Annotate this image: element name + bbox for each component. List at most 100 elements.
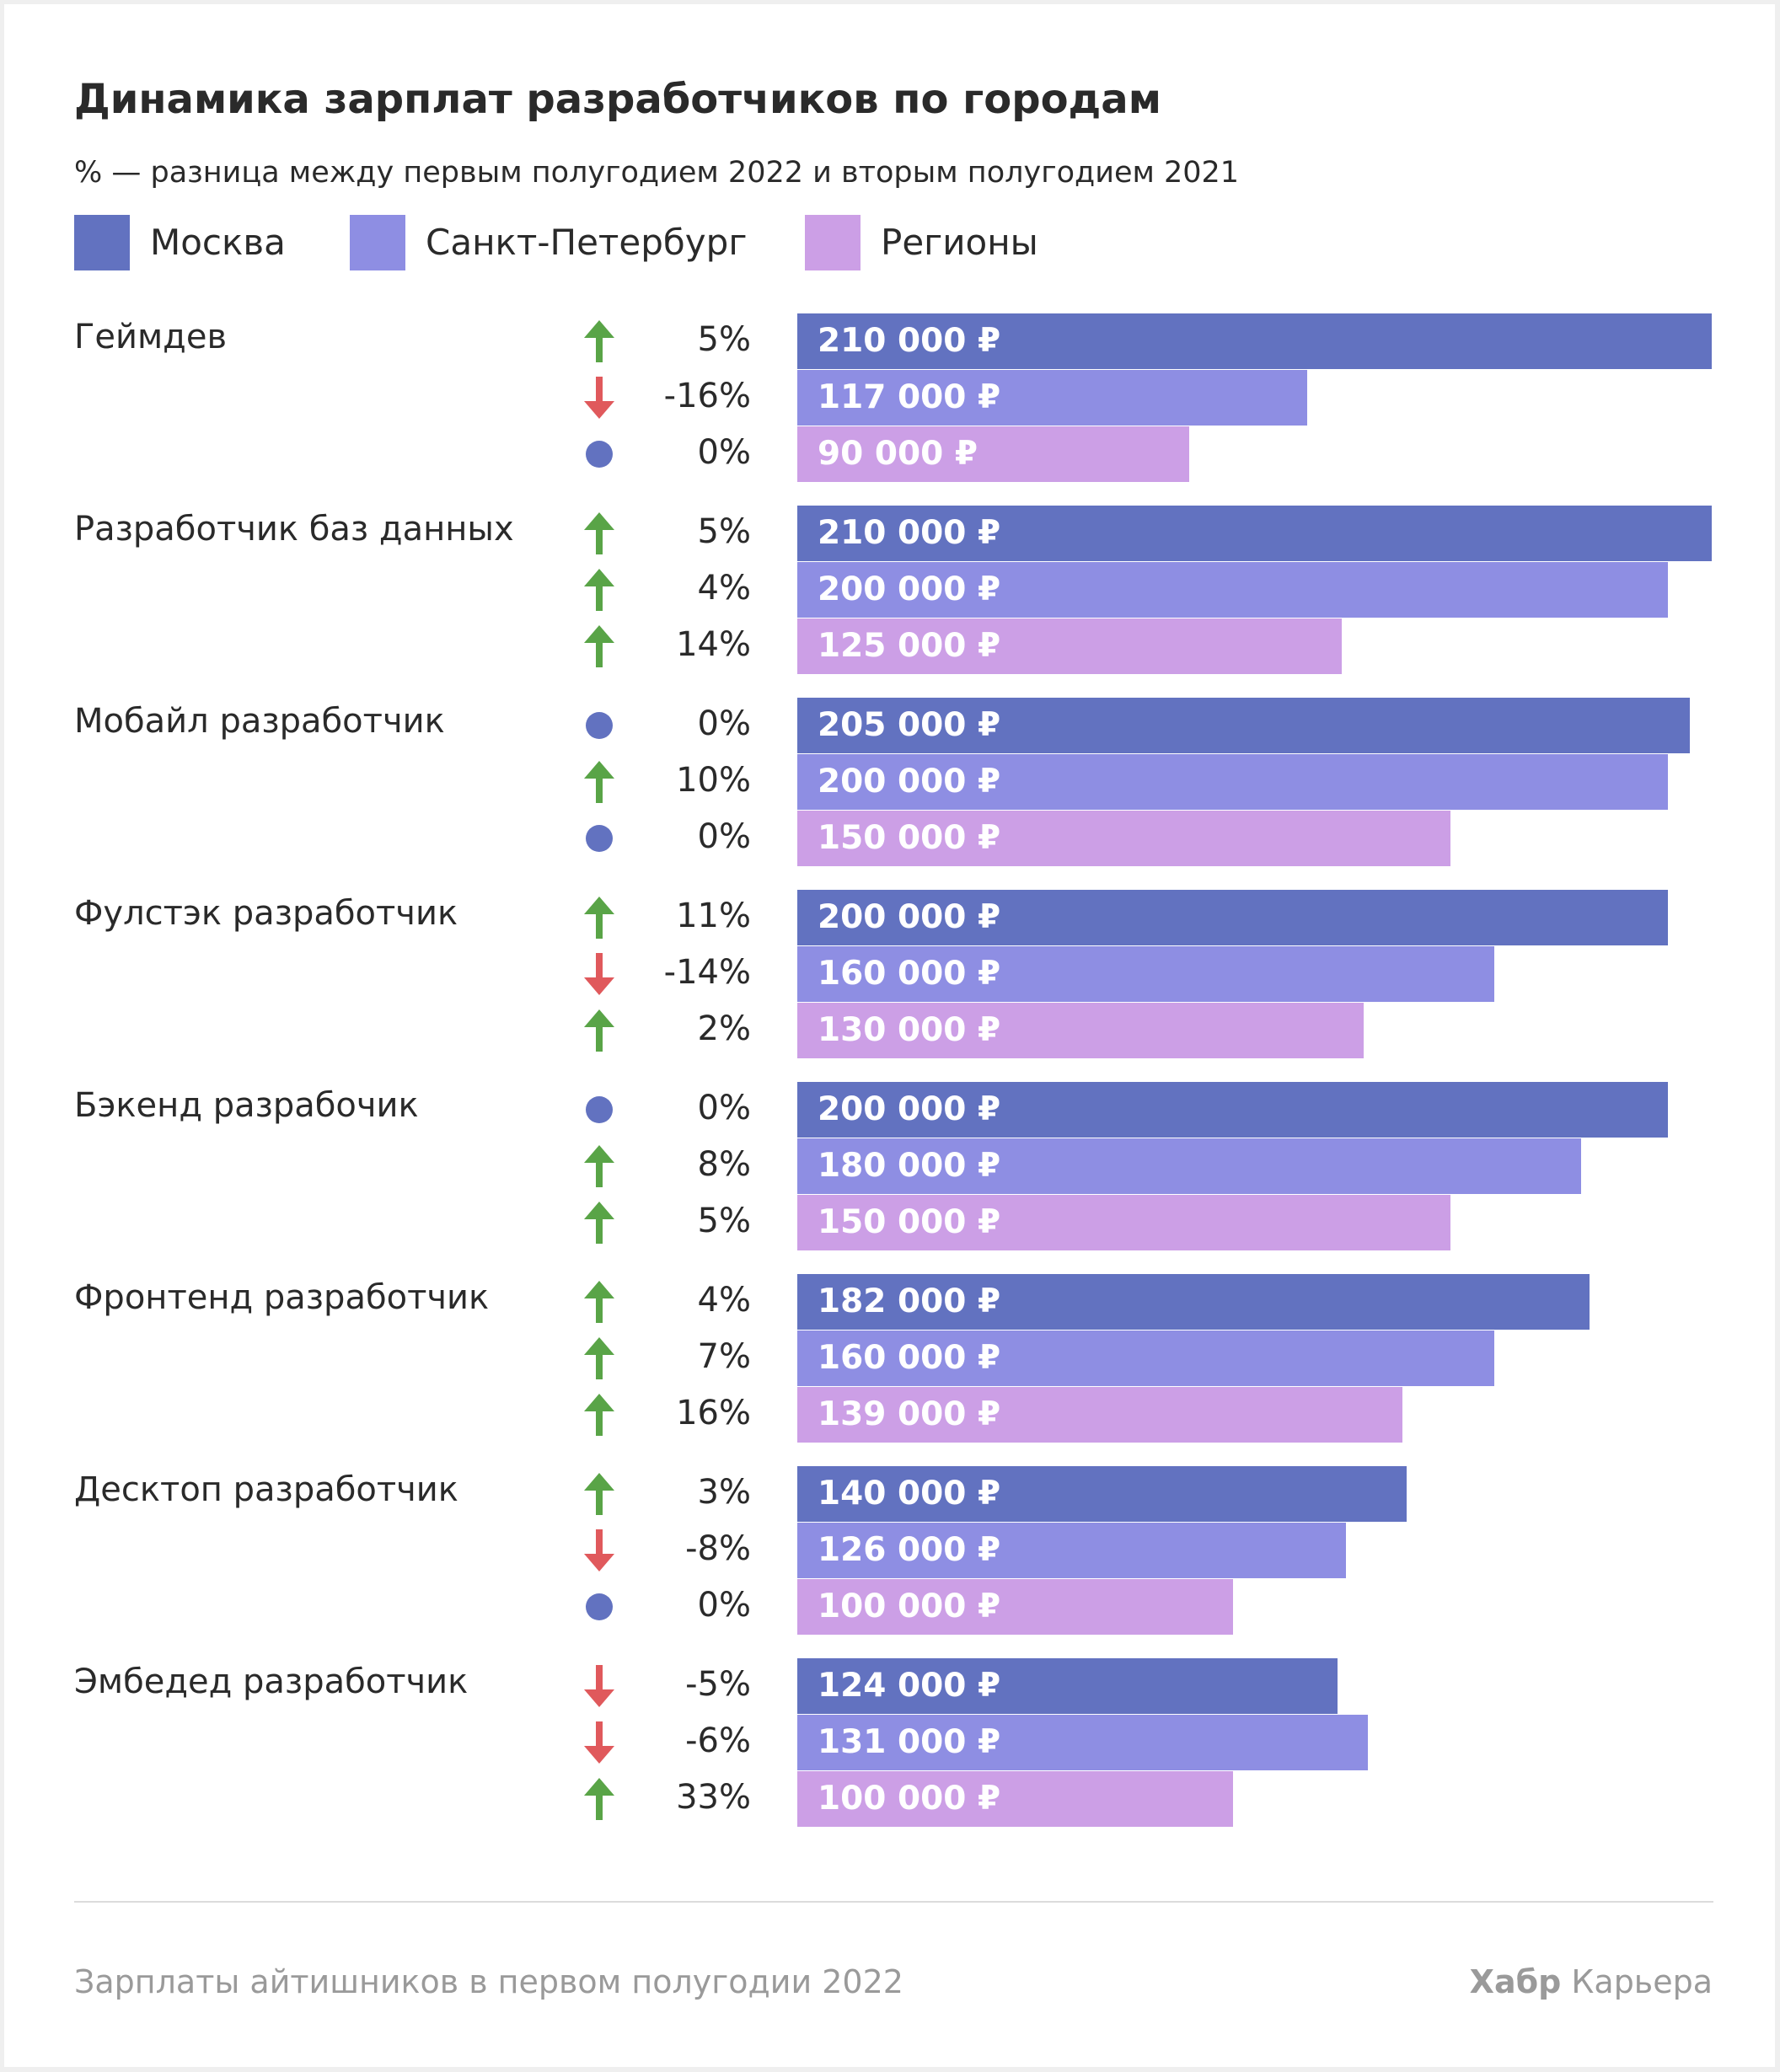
- arrow-up-icon: [581, 566, 618, 613]
- change-percent-label: 14%: [676, 625, 751, 664]
- bar-regions: 90 000 ₽: [797, 426, 1189, 482]
- arrow-up-icon: [581, 1143, 618, 1190]
- category-label: Фронтенд разработчик: [74, 1278, 490, 1317]
- neutral-dot-icon: [581, 431, 618, 478]
- arrow-down-icon: [581, 374, 618, 421]
- bar-value-label: 200 000 ₽: [818, 570, 1001, 608]
- bar-value-label: 150 000 ₽: [818, 1203, 1001, 1241]
- arrow-up-icon: [581, 1470, 618, 1518]
- bar-regions: 150 000 ₽: [797, 1195, 1450, 1250]
- bar-moscow: 200 000 ₽: [797, 890, 1668, 945]
- bar-value-label: 160 000 ₽: [818, 1339, 1001, 1377]
- neutral-dot-icon: [581, 1086, 618, 1133]
- bar-moscow: 140 000 ₽: [797, 1466, 1407, 1522]
- bar-value-label: 180 000 ₽: [818, 1147, 1001, 1185]
- change-percent-label: 2%: [697, 1009, 751, 1048]
- category-label: Эмбедед разработчик: [74, 1662, 469, 1701]
- bar-moscow: 210 000 ₽: [797, 506, 1712, 561]
- change-percent-label: 10%: [676, 761, 751, 800]
- category-label: Десктоп разработчик: [74, 1470, 458, 1509]
- legend-label-regions: Регионы: [881, 222, 1038, 263]
- bar-value-label: 210 000 ₽: [818, 322, 1001, 360]
- change-percent-label: 5%: [697, 1202, 751, 1240]
- bar-regions: 139 000 ₽: [797, 1387, 1402, 1443]
- neutral-dot-icon: [581, 702, 618, 749]
- footer-divider: [74, 1901, 1713, 1903]
- bar-value-label: 200 000 ₽: [818, 763, 1001, 800]
- change-percent-label: 4%: [697, 569, 751, 608]
- change-percent-label: 16%: [676, 1394, 751, 1432]
- chart-card: Динамика зарплат разработчиков по города…: [4, 4, 1775, 2067]
- arrow-up-icon: [581, 623, 618, 670]
- bar-regions: 125 000 ₽: [797, 618, 1342, 674]
- footer-brand-rest: Карьера: [1561, 1963, 1713, 2000]
- bar-value-label: 210 000 ₽: [818, 514, 1001, 552]
- change-percent-label: 7%: [697, 1337, 751, 1376]
- bar-moscow: 210 000 ₽: [797, 313, 1712, 369]
- bar-spb: 117 000 ₽: [797, 370, 1307, 426]
- change-percent-label: -6%: [685, 1721, 751, 1760]
- change-percent-label: 3%: [697, 1473, 751, 1512]
- change-percent-label: 0%: [697, 433, 751, 472]
- change-percent-label: 0%: [697, 817, 751, 856]
- change-percent-label: 5%: [697, 320, 751, 359]
- footer-brand: Хабр Карьера: [1470, 1963, 1713, 2000]
- chart-title: Динамика зарплат разработчиков по города…: [74, 76, 1161, 123]
- bar-moscow: 182 000 ₽: [797, 1274, 1590, 1330]
- arrow-up-icon: [581, 318, 618, 365]
- legend-swatch-spb: [350, 215, 405, 270]
- change-percent-label: -8%: [685, 1529, 751, 1568]
- bar-spb: 200 000 ₽: [797, 754, 1668, 810]
- bar-regions: 100 000 ₽: [797, 1771, 1233, 1827]
- bar-spb: 160 000 ₽: [797, 1330, 1494, 1386]
- bar-value-label: 125 000 ₽: [818, 627, 1001, 665]
- arrow-up-icon: [581, 510, 618, 557]
- neutral-dot-icon: [581, 815, 618, 862]
- arrow-up-icon: [581, 1775, 618, 1823]
- change-percent-label: 0%: [697, 704, 751, 743]
- bar-value-label: 182 000 ₽: [818, 1282, 1001, 1320]
- bar-spb: 180 000 ₽: [797, 1138, 1581, 1194]
- bar-value-label: 139 000 ₽: [818, 1395, 1001, 1433]
- bar-value-label: 130 000 ₽: [818, 1011, 1001, 1049]
- bar-spb: 126 000 ₽: [797, 1523, 1346, 1578]
- change-percent-label: 8%: [697, 1145, 751, 1184]
- bar-value-label: 100 000 ₽: [818, 1587, 1001, 1625]
- bar-value-label: 124 000 ₽: [818, 1667, 1001, 1705]
- arrow-down-icon: [581, 950, 618, 998]
- bar-moscow: 200 000 ₽: [797, 1082, 1668, 1138]
- bar-value-label: 160 000 ₽: [818, 955, 1001, 993]
- arrow-up-icon: [581, 758, 618, 806]
- category-label: Мобайл разработчик: [74, 702, 445, 741]
- bar-value-label: 200 000 ₽: [818, 898, 1001, 936]
- arrow-up-icon: [581, 1335, 618, 1382]
- arrow-down-icon: [581, 1527, 618, 1574]
- legend-swatch-moscow: [74, 215, 130, 270]
- arrow-up-icon: [581, 1391, 618, 1438]
- bar-spb: 200 000 ₽: [797, 562, 1668, 618]
- change-percent-label: 4%: [697, 1281, 751, 1320]
- change-percent-label: 33%: [676, 1778, 751, 1817]
- change-percent-label: 11%: [676, 897, 751, 935]
- legend-swatch-regions: [805, 215, 861, 270]
- bar-value-label: 117 000 ₽: [818, 378, 1001, 416]
- footer-source: Зарплаты айтишников в первом полугодии 2…: [74, 1963, 903, 2000]
- bar-value-label: 200 000 ₽: [818, 1090, 1001, 1128]
- arrow-up-icon: [581, 1199, 618, 1246]
- legend-label-moscow: Москва: [150, 222, 286, 263]
- bar-value-label: 140 000 ₽: [818, 1475, 1001, 1513]
- arrow-down-icon: [581, 1719, 618, 1766]
- bar-regions: 100 000 ₽: [797, 1579, 1233, 1635]
- arrow-up-icon: [581, 894, 618, 941]
- category-label: Бэкенд разрабочик: [74, 1086, 419, 1125]
- arrow-down-icon: [581, 1662, 618, 1710]
- bar-regions: 150 000 ₽: [797, 811, 1450, 866]
- legend-label-spb: Санкт-Петербург: [426, 222, 748, 263]
- bar-moscow: 205 000 ₽: [797, 698, 1690, 753]
- bar-value-label: 150 000 ₽: [818, 819, 1001, 857]
- change-percent-label: 0%: [697, 1089, 751, 1127]
- change-percent-label: -16%: [663, 377, 751, 415]
- bar-value-label: 126 000 ₽: [818, 1531, 1001, 1569]
- change-percent-label: -14%: [663, 953, 751, 992]
- footer-brand-bold: Хабр: [1469, 1963, 1562, 2000]
